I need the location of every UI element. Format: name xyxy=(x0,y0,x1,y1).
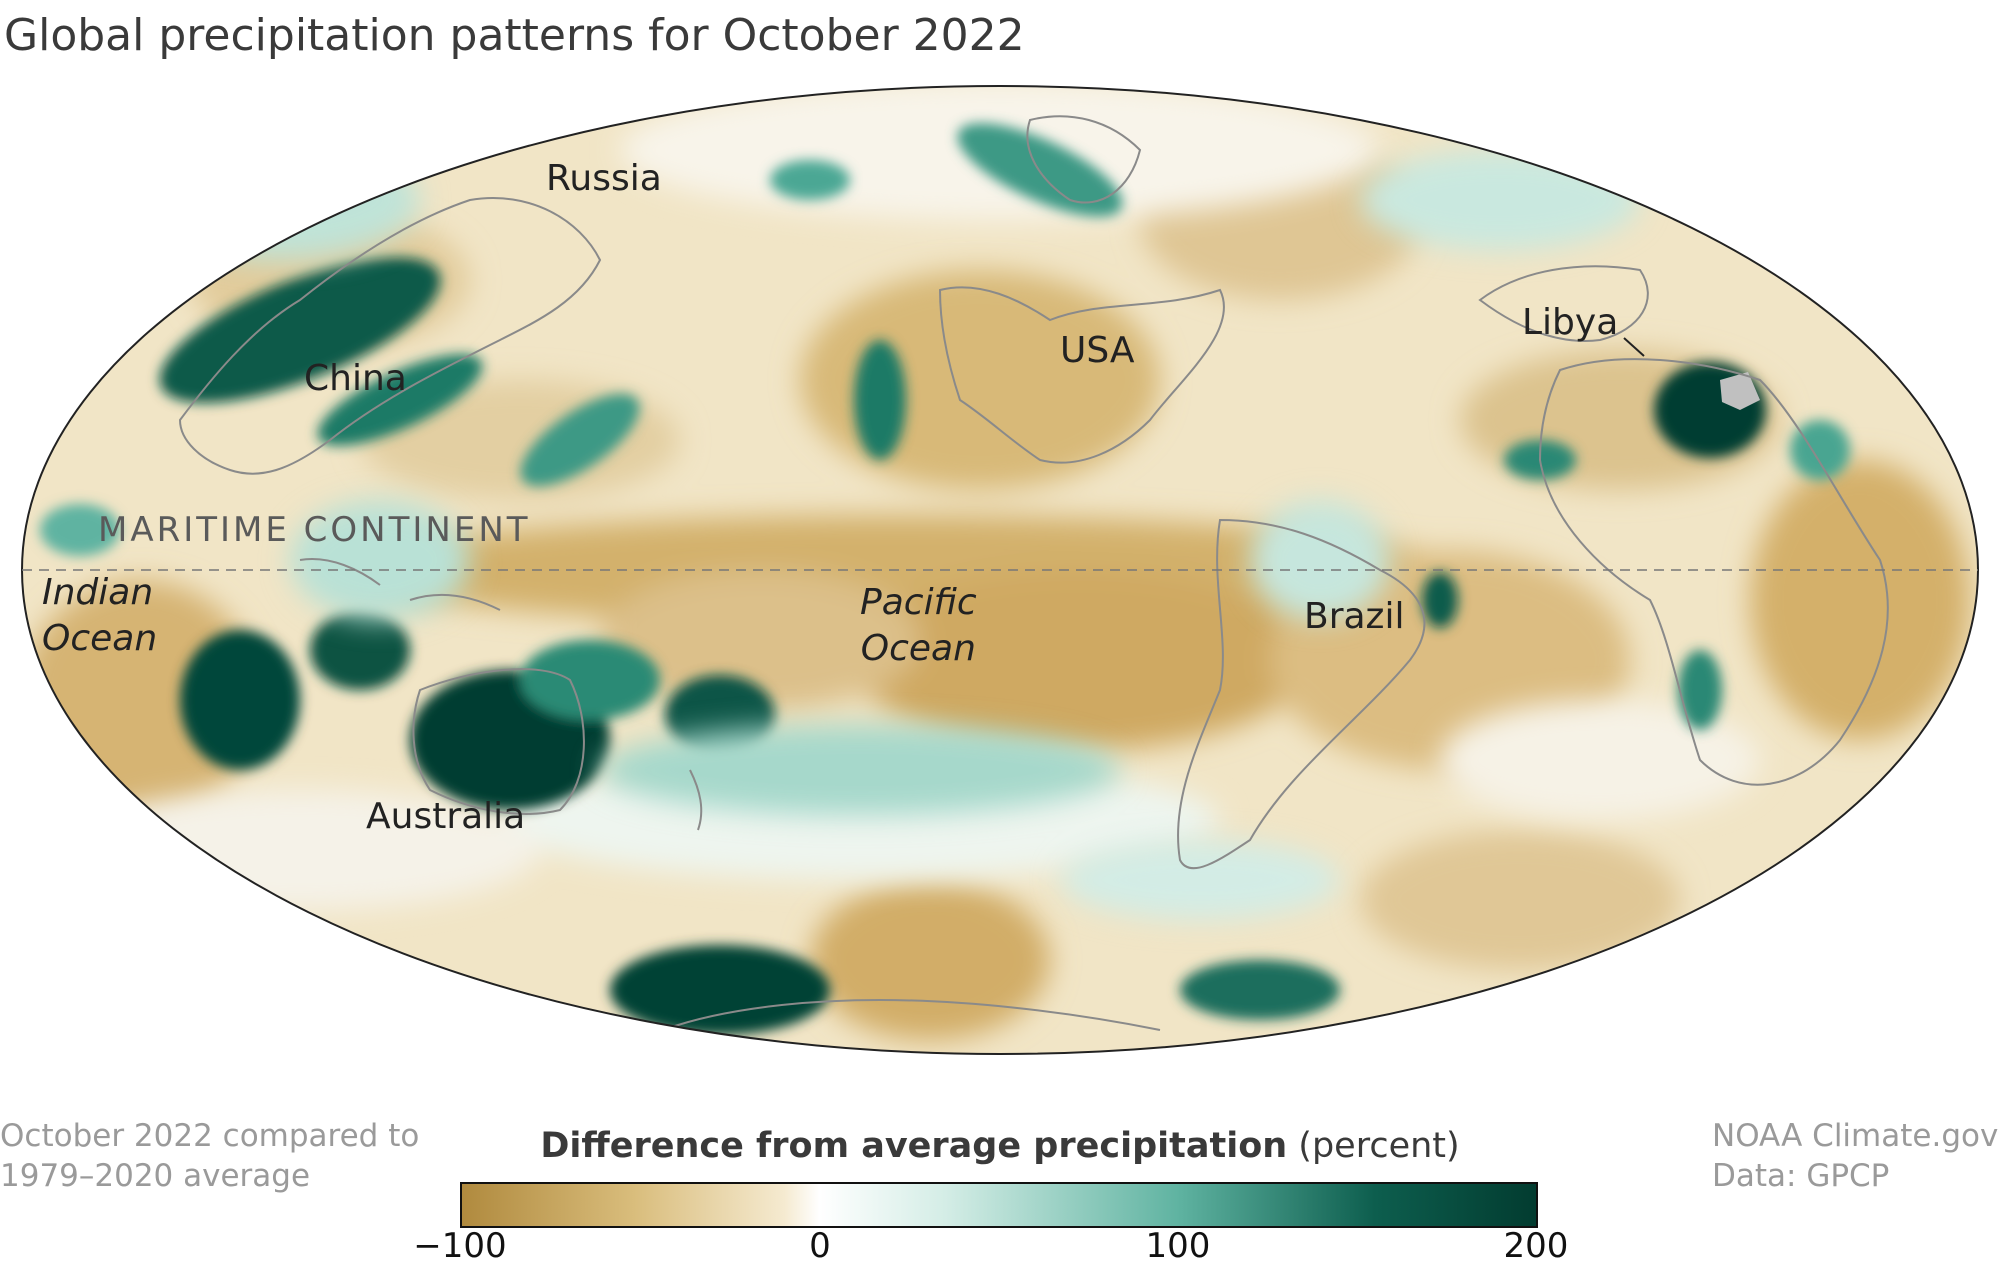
legend-tick-100: 100 xyxy=(1145,1226,1211,1266)
missing-data-patch xyxy=(1720,372,1760,410)
map-title: Global precipitation patterns for Octobe… xyxy=(4,10,1025,61)
label-indian-ocean-line2: Ocean xyxy=(42,618,158,659)
credit-note: NOAA Climate.gov Data: GPCP xyxy=(1712,1116,1998,1196)
label-australia: Australia xyxy=(366,796,526,837)
label-pacific-ocean: Pacific Ocean xyxy=(860,580,977,672)
legend-color-bar xyxy=(460,1182,1538,1228)
anomaly-field xyxy=(22,86,1978,1054)
label-brazil: Brazil xyxy=(1304,596,1405,637)
credit-line2: Data: GPCP xyxy=(1712,1158,1890,1194)
legend-title-main: Difference from average precipitation xyxy=(540,1126,1288,1166)
comparison-note-line2: 1979–2020 average xyxy=(0,1158,311,1194)
label-maritime-continent: MARITIME CONTINENT xyxy=(98,510,531,550)
label-libya: Libya xyxy=(1522,302,1619,343)
label-pacific-ocean-line1: Pacific xyxy=(860,582,977,623)
label-pacific-ocean-line2: Ocean xyxy=(860,628,976,669)
legend-tick-max: 200 xyxy=(1503,1226,1569,1266)
label-russia: Russia xyxy=(546,158,662,199)
label-indian-ocean: Indian Ocean xyxy=(42,570,157,662)
label-usa: USA xyxy=(1060,330,1135,371)
legend-title-unit: (percent) xyxy=(1298,1126,1460,1166)
credit-line1: NOAA Climate.gov xyxy=(1712,1118,1999,1154)
legend-title: Difference from average precipitation (p… xyxy=(460,1126,1540,1166)
label-indian-ocean-line1: Indian xyxy=(42,572,154,613)
coastlines xyxy=(178,115,1889,1041)
label-china: China xyxy=(304,358,407,399)
wet-anomalies xyxy=(40,123,1850,1035)
legend-tick-min: −100 xyxy=(413,1226,507,1266)
legend-tick-zero: 0 xyxy=(809,1226,831,1266)
comparison-note-line1: October 2022 compared to xyxy=(0,1118,420,1154)
libya-leader-line xyxy=(1623,337,1645,357)
comparison-note: October 2022 compared to 1979–2020 avera… xyxy=(0,1116,419,1196)
